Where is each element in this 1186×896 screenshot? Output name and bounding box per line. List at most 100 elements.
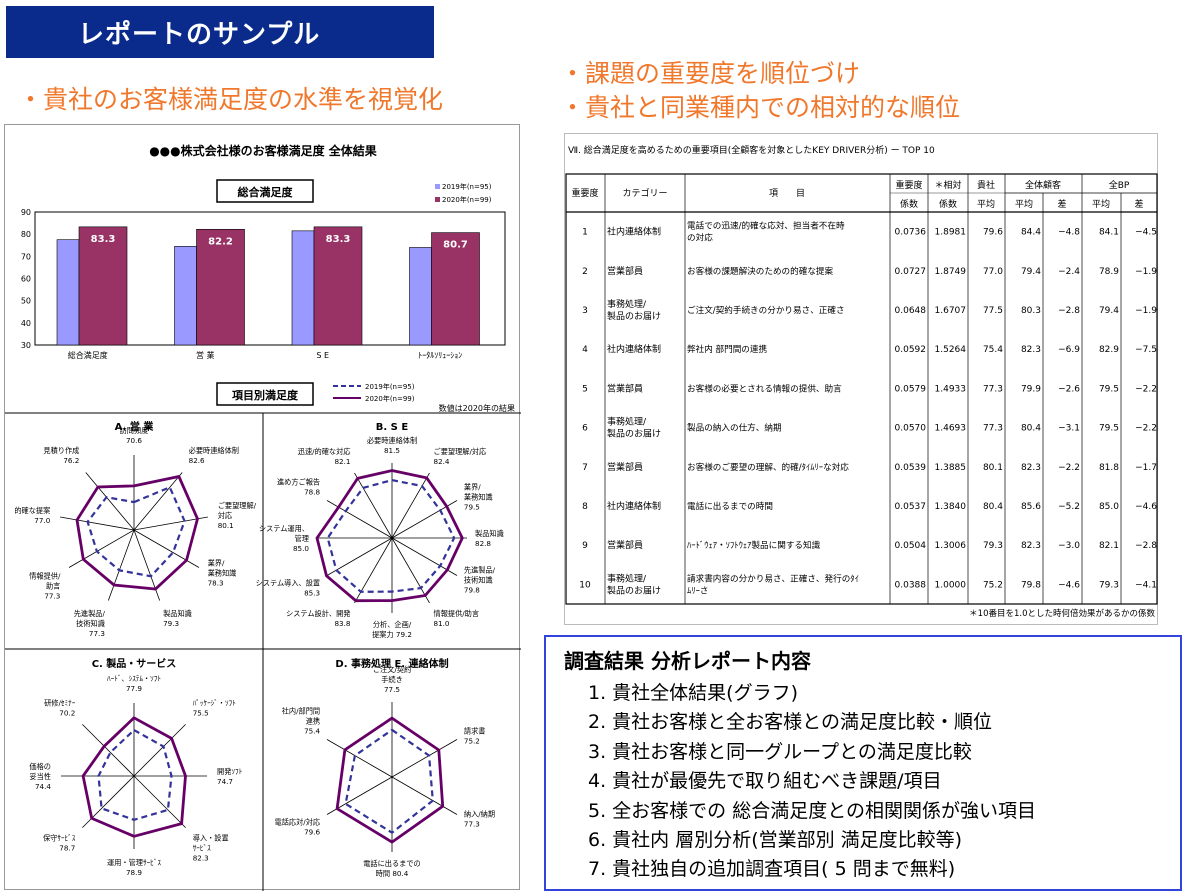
table-cell: 82.3 [1021,541,1041,551]
radar-axis-label: 82.3 [193,854,209,863]
radar-axis-label: 85.3 [304,589,320,598]
radar-series-2019 [86,485,186,578]
radar-axis-label: 分析、企画/ [373,620,412,629]
report-item: 4. 貴社が最優先で取り組むべき課題/項目 [588,770,942,793]
table-cell: 10 [579,580,591,590]
radar-axis [85,472,135,531]
radar-axis-label: 85.0 [293,544,309,553]
table-cell: ﾑﾘｰさ [687,585,709,596]
table-cell: 77.5 [983,306,1003,316]
table-cell: 77.3 [983,424,1003,434]
report-item: 7. 貴社独自の追加調査項目( 5 問まで無料) [588,858,956,881]
table-cell: 製品のお届け [607,310,661,322]
radar-axis-label: 業務知識 [464,493,493,502]
radar-axis [354,537,393,604]
table-cell: 営業部員 [607,382,643,394]
report-item: 6. 貴社内 層別分析(営業部別 満足度比較等) [588,829,963,852]
radar-axis-label: 進め方ご報告 [277,478,320,487]
table-cell: 80.4 [1021,424,1041,434]
radar-axis-label: 70.2 [59,708,75,717]
radar-axis-label: 78.3 [208,579,224,588]
radar-axis-label: 手続き [381,675,403,684]
table-header-sub-cell: 係数 [939,198,957,210]
table-header-sub-cell: 係数 [900,198,918,210]
table-cell: 営業部員 [607,539,643,551]
radar-axis-label: 訪問頻度 [120,426,149,435]
radar-axis [133,529,200,568]
table-header-sub-cell: 差 [1134,198,1143,210]
bar-2020 [196,228,245,346]
radar-axis-label: 82.4 [434,457,450,466]
table-cell: 0.0388 [895,580,927,590]
radar-axis [82,775,135,828]
table-cell: 1.5264 [935,345,967,355]
bar-2019 [291,230,315,346]
table-cell: 1.3885 [935,463,967,473]
table-cell: 1.8981 [935,228,967,238]
radar-axis [326,500,393,539]
table-cell: 1 [582,228,588,238]
radar-axis-label: ご注文/契約 [373,665,411,674]
bar-2020 [313,226,363,346]
radar-axis-label: 先進製品/ [464,566,496,575]
table-cell: 5 [582,384,588,394]
y-tick-label: 80 [21,230,31,239]
radar-series-2019 [97,728,173,821]
bar-data-label: 83.3 [91,234,116,245]
radar-axis-label: 77.3 [464,820,480,829]
table-cell: 82.1 [1099,541,1119,551]
radar-axis-label: 連携 [306,717,320,726]
table-cell: 事務処理/ [607,572,647,584]
table-cell: 79.3 [1099,580,1119,590]
radar-axis [391,472,430,539]
table-cell: 82.9 [1099,345,1119,355]
radar-axis-label: 80.1 [218,521,234,530]
key-driver-table-panel: Ⅶ. 総合満足度を高めるための重要項目(全顧客を対象としたKEY DRIVER分… [564,133,1158,625]
table-cell: −2.2 [1135,424,1157,434]
table-cell: −3.0 [1058,541,1080,551]
radar-axis-label: 製品知識 [475,529,504,538]
left-bullet: ・貴社のお客様満足度の水準を視覚化 [18,85,444,114]
table-cell: 0.0504 [895,541,927,551]
table-cell: 77.3 [983,384,1003,394]
radar-series-2020 [315,469,464,603]
table-cell: 8 [582,502,588,512]
radar-axis-label: 83.8 [334,619,350,628]
radar-axis [133,724,186,777]
table-cell: ご注文/契約手続きの分かり易さ、正確さ [687,304,845,316]
results-panel: ●●●株式会社様のお客様満足度 全体結果 総合満足度 2019年(n=95) 2020… [4,124,521,891]
report-item: 1. 貴社全体結果(グラフ) [588,682,798,704]
radar-axis-label: 82.8 [475,539,491,548]
table-cell: の対応 [687,232,713,244]
radar-axis-label: 82.6 [189,456,205,465]
table-cell: −2.4 [1058,267,1080,277]
radar-axis-label: 管理 [295,534,309,543]
radar-title: C. 製品・サービス [92,657,177,670]
radar-axis-label: 情報提供/助言 [434,609,480,618]
y-tick-label: 60 [21,275,31,284]
table-cell: お客様のご要望の理解、的確/ﾀｲﾑﾘｰな対応 [687,461,849,473]
bar-2020 [78,226,128,346]
radar-axis-label: 79.8 [464,586,480,595]
radar-axis-label: ﾊｰﾄﾞ、ｼｽﾃﾑ・ｿﾌﾄ [107,674,161,683]
radar-axis-label: 79.3 [163,619,179,628]
report-contents-title: 調査結果 分析レポート内容 [564,649,811,673]
radar-axis-label: 業界/ [464,483,481,492]
table-cell: 電話に出るまでの時間 [687,500,773,512]
radar-axis-label: 価格の [29,762,51,771]
bar-2019 [56,239,80,346]
radar-axis [326,537,393,576]
table-cell: 84.4 [1021,228,1041,238]
y-tick-label: 50 [21,297,31,306]
radar-axis-label: 78.8 [304,488,320,497]
table-cell: お客様の課題解決のための的確な提案 [687,265,834,277]
x-category-label: 営 業 [196,350,215,360]
table-header-cell: 貴社 [977,179,995,191]
report-contents-box: 調査結果 分析レポート内容 1. 貴社全体結果(グラフ) 2. 貴社お客様と全お… [544,635,1182,891]
radar-axis-label: 79.5 [464,503,480,512]
radar-axis [133,472,183,531]
radar-axis-label: 77.3 [89,629,105,638]
table-cell: 1.4693 [935,424,967,434]
legend-swatch-2019 [435,184,440,189]
radar-axis-label: 業務知識 [208,569,237,578]
